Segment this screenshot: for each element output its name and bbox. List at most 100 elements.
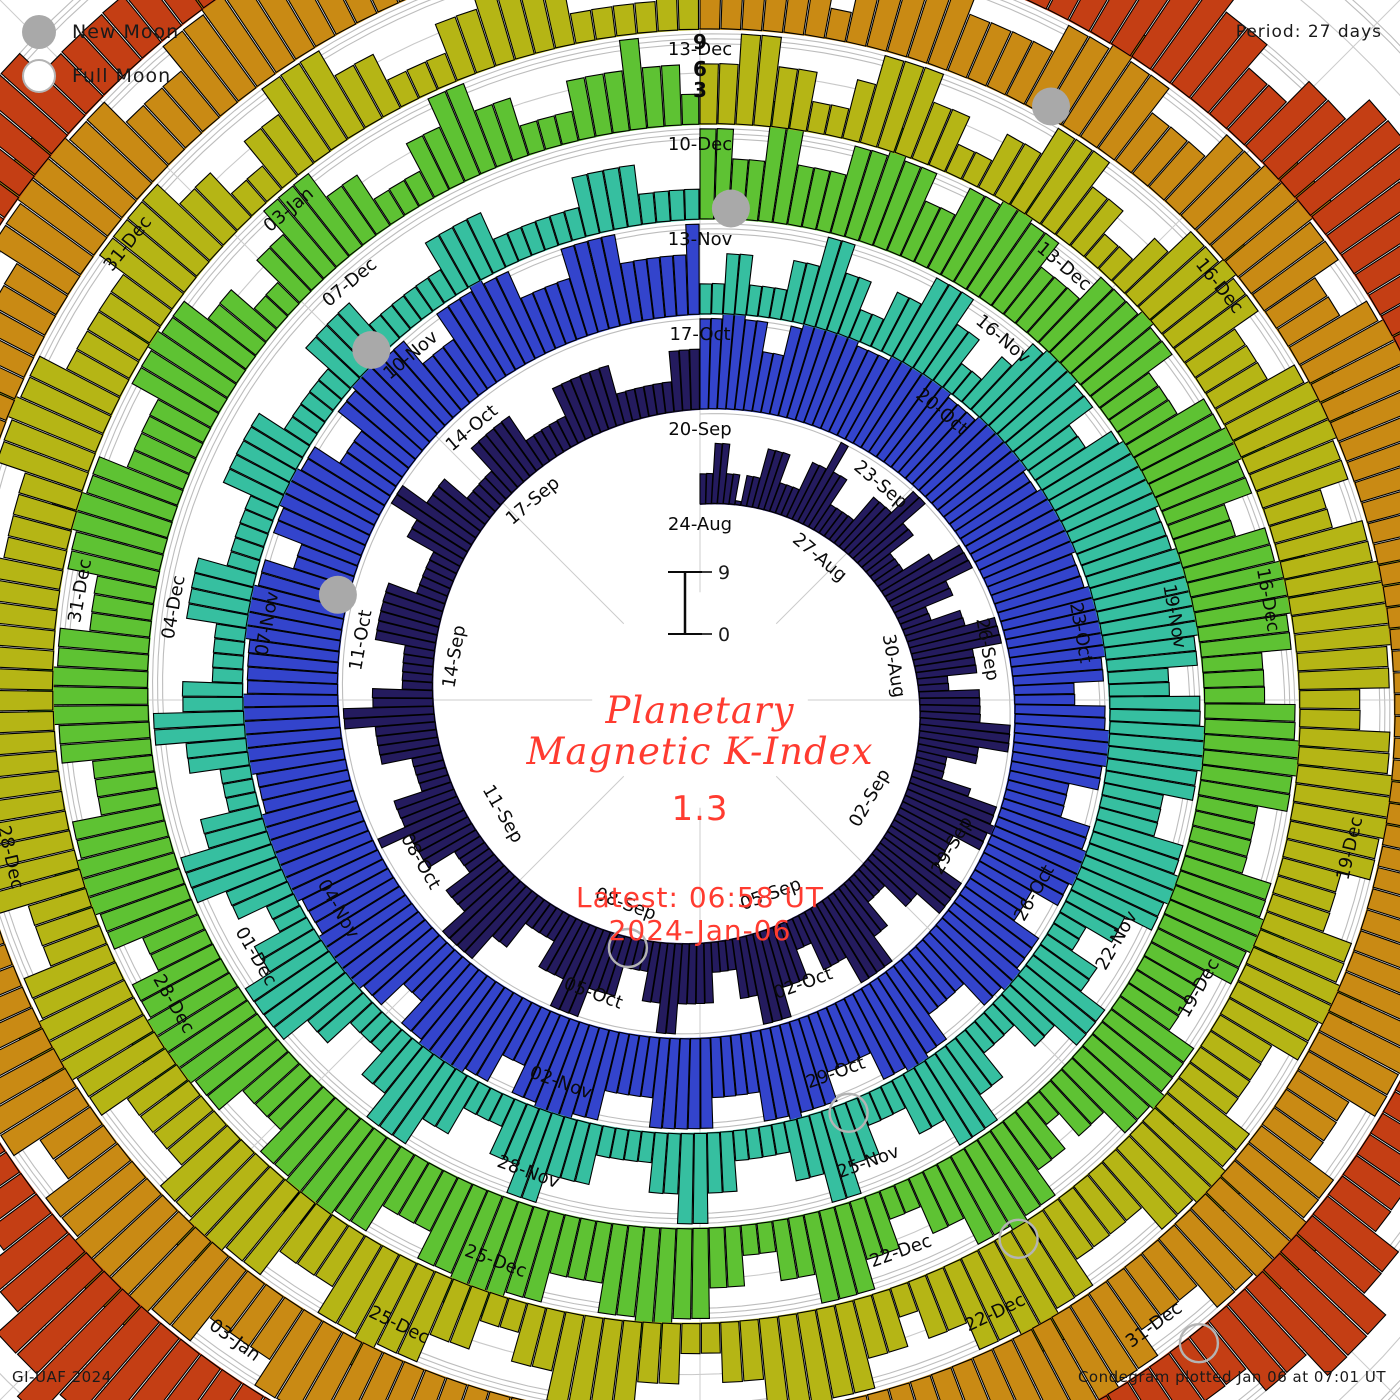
kp-bar — [1386, 605, 1400, 629]
kp-bar — [1182, 544, 1276, 583]
kp-bar — [91, 593, 155, 621]
kp-bar — [59, 1305, 160, 1400]
kp-bar — [92, 456, 184, 506]
kp-bar — [1009, 760, 1101, 791]
kp-bar — [1040, 150, 1111, 235]
kp-bar — [884, 551, 969, 603]
kp-bar — [23, 943, 116, 999]
kp-bar — [735, 33, 762, 126]
kp-bar — [383, 349, 454, 426]
kp-bar — [457, 864, 510, 912]
kp-bar — [485, 428, 531, 483]
kp-bar — [588, 931, 618, 992]
kp-bar — [7, 515, 72, 551]
kp-bar — [194, 0, 276, 88]
kp-bar — [1051, 1306, 1127, 1400]
kp-bar — [415, 584, 449, 605]
kp-bar — [691, 1227, 710, 1319]
kp-bar — [570, 375, 602, 437]
kp-bar — [153, 1095, 214, 1150]
kp-bar — [928, 924, 1002, 997]
kp-bar — [861, 528, 914, 573]
kp-bar — [893, 959, 939, 1015]
kp-bar — [1090, 340, 1173, 409]
kp-bar — [353, 53, 401, 118]
kp-bar — [1003, 788, 1065, 818]
kp-bar — [672, 254, 689, 316]
kp-bar — [531, 1307, 566, 1372]
kp-bar — [556, 277, 588, 340]
kp-bar — [838, 883, 882, 937]
kp-bar — [376, 1262, 435, 1354]
kp-bar — [254, 1308, 323, 1399]
kp-bar — [1089, 0, 1138, 44]
kp-bar — [405, 135, 450, 198]
kp-bar — [1298, 667, 1390, 690]
kp-bar — [1372, 866, 1400, 896]
kp-bar — [1170, 11, 1247, 99]
kp-bar — [1133, 413, 1222, 472]
kp-bar — [1391, 650, 1400, 672]
kp-bar — [398, 1162, 444, 1224]
kp-bar — [612, 3, 637, 37]
kp-bar — [919, 697, 981, 707]
kp-bar — [1075, 866, 1165, 917]
kp-bar — [0, 710, 55, 734]
legend-label-new-moon: New Moon — [72, 21, 180, 43]
kp-bar — [1049, 288, 1127, 364]
kp-bar — [342, 705, 435, 719]
kp-bar — [745, 933, 774, 1025]
kp-bar — [386, 70, 420, 108]
kp-bar — [269, 233, 324, 291]
kp-bar — [852, 496, 926, 564]
kp-bar — [797, 441, 849, 525]
kp-bar — [945, 1037, 993, 1096]
kp-bar — [1154, 1092, 1237, 1168]
legend-item-new-moon: New Moon — [22, 10, 179, 54]
kp-bar — [432, 346, 479, 404]
kp-bar — [89, 612, 153, 638]
kp-bar — [1125, 398, 1213, 458]
kp-bar — [1079, 60, 1151, 149]
kp-bar — [598, 364, 625, 427]
kp-bar — [883, 830, 963, 892]
kp-bar — [390, 493, 473, 553]
spiral-arm-2 — [152, 164, 1248, 1225]
kp-bar — [277, 185, 350, 268]
kp-bar — [1157, 913, 1247, 969]
kp-bar — [1026, 1090, 1060, 1126]
kp-bar — [1184, 840, 1248, 874]
kp-bar — [906, 782, 995, 825]
kp-bar — [1192, 810, 1256, 841]
kp-bar — [265, 893, 300, 920]
kp-bar — [495, 270, 546, 359]
kp-bar — [391, 295, 422, 329]
kp-bar — [131, 943, 221, 1002]
kp-bar — [462, 1384, 490, 1400]
kp-bar — [834, 998, 871, 1059]
kp-bar — [849, 1196, 884, 1261]
kp-bar — [734, 500, 742, 506]
kp-bar — [438, 1377, 468, 1400]
kp-bar — [159, 1124, 241, 1202]
kp-bar — [498, 0, 535, 60]
kp-bar — [992, 994, 1046, 1047]
kp-bar — [885, 965, 948, 1047]
kp-bar — [911, 634, 1003, 661]
kp-bar — [1318, 1011, 1400, 1075]
kp-bar — [741, 0, 765, 32]
kp-bar — [668, 350, 683, 412]
kp-bar — [434, 16, 476, 82]
date-label: 24-Aug — [668, 514, 732, 535]
kp-bar — [1014, 1101, 1066, 1160]
kp-bar — [256, 758, 348, 788]
kp-bar — [587, 237, 621, 329]
kp-bar — [1059, 300, 1139, 375]
kp-bar — [0, 668, 54, 691]
kp-bar — [1107, 667, 1170, 685]
kp-bar — [1180, 150, 1261, 231]
kp-bar — [243, 1191, 316, 1276]
kp-bar — [1369, 1112, 1400, 1153]
kp-bar — [826, 272, 860, 335]
kp-bar — [1382, 583, 1400, 608]
